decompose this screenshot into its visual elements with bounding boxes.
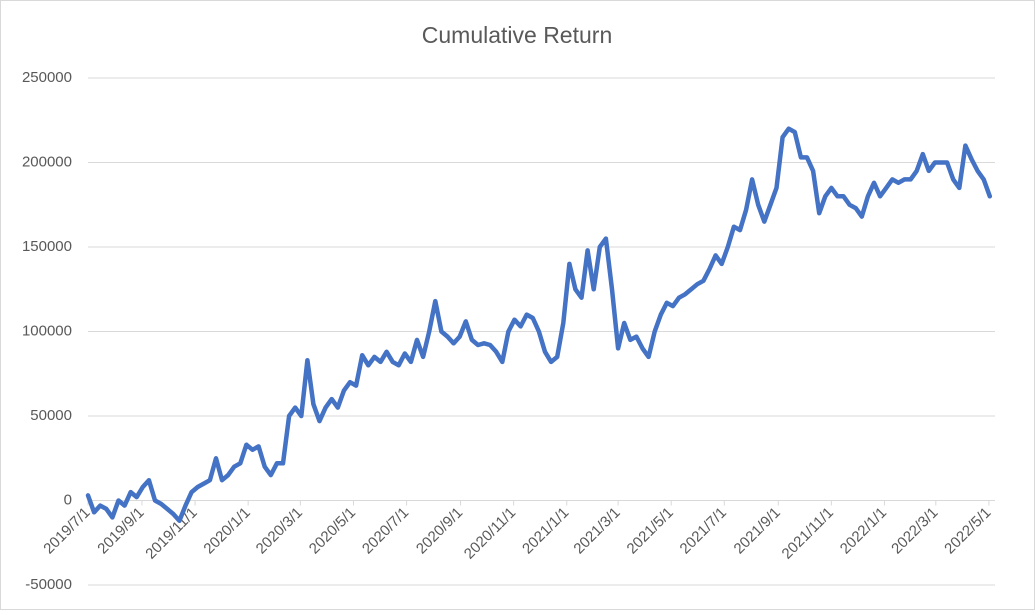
y-tick-label: 150000 bbox=[22, 238, 72, 255]
y-tick-label: 0 bbox=[64, 491, 72, 508]
y-tick-label: 100000 bbox=[22, 322, 72, 339]
y-tick-label: 200000 bbox=[22, 153, 72, 170]
y-tick-label: 50000 bbox=[30, 407, 72, 424]
y-tick-label: -50000 bbox=[25, 576, 72, 593]
y-tick-label: 250000 bbox=[22, 69, 72, 86]
chart-title: Cumulative Return bbox=[422, 22, 612, 48]
data-line bbox=[85, 126, 993, 524]
